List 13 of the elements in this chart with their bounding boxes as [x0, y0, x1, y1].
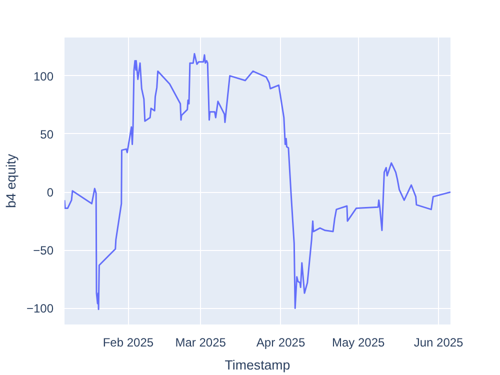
y-axis-title: b4 equity — [3, 154, 18, 208]
y-tick-label: 50 — [40, 127, 54, 142]
x-tick-label: Apr 2025 — [256, 336, 306, 350]
y-tick-label: −100 — [26, 302, 54, 316]
y-tick-label: −50 — [33, 244, 54, 258]
x-tick-label: May 2025 — [332, 336, 386, 350]
x-tick-label: Jun 2025 — [414, 336, 464, 350]
y-tick-label: 0 — [46, 186, 54, 200]
x-tick-label: Mar 2025 — [175, 336, 226, 350]
line-series — [64, 53, 450, 310]
x-axis-title: Timestamp — [224, 358, 290, 372]
x-tick-label: Feb 2025 — [102, 336, 154, 350]
y-tick-label: 100 — [33, 69, 54, 84]
